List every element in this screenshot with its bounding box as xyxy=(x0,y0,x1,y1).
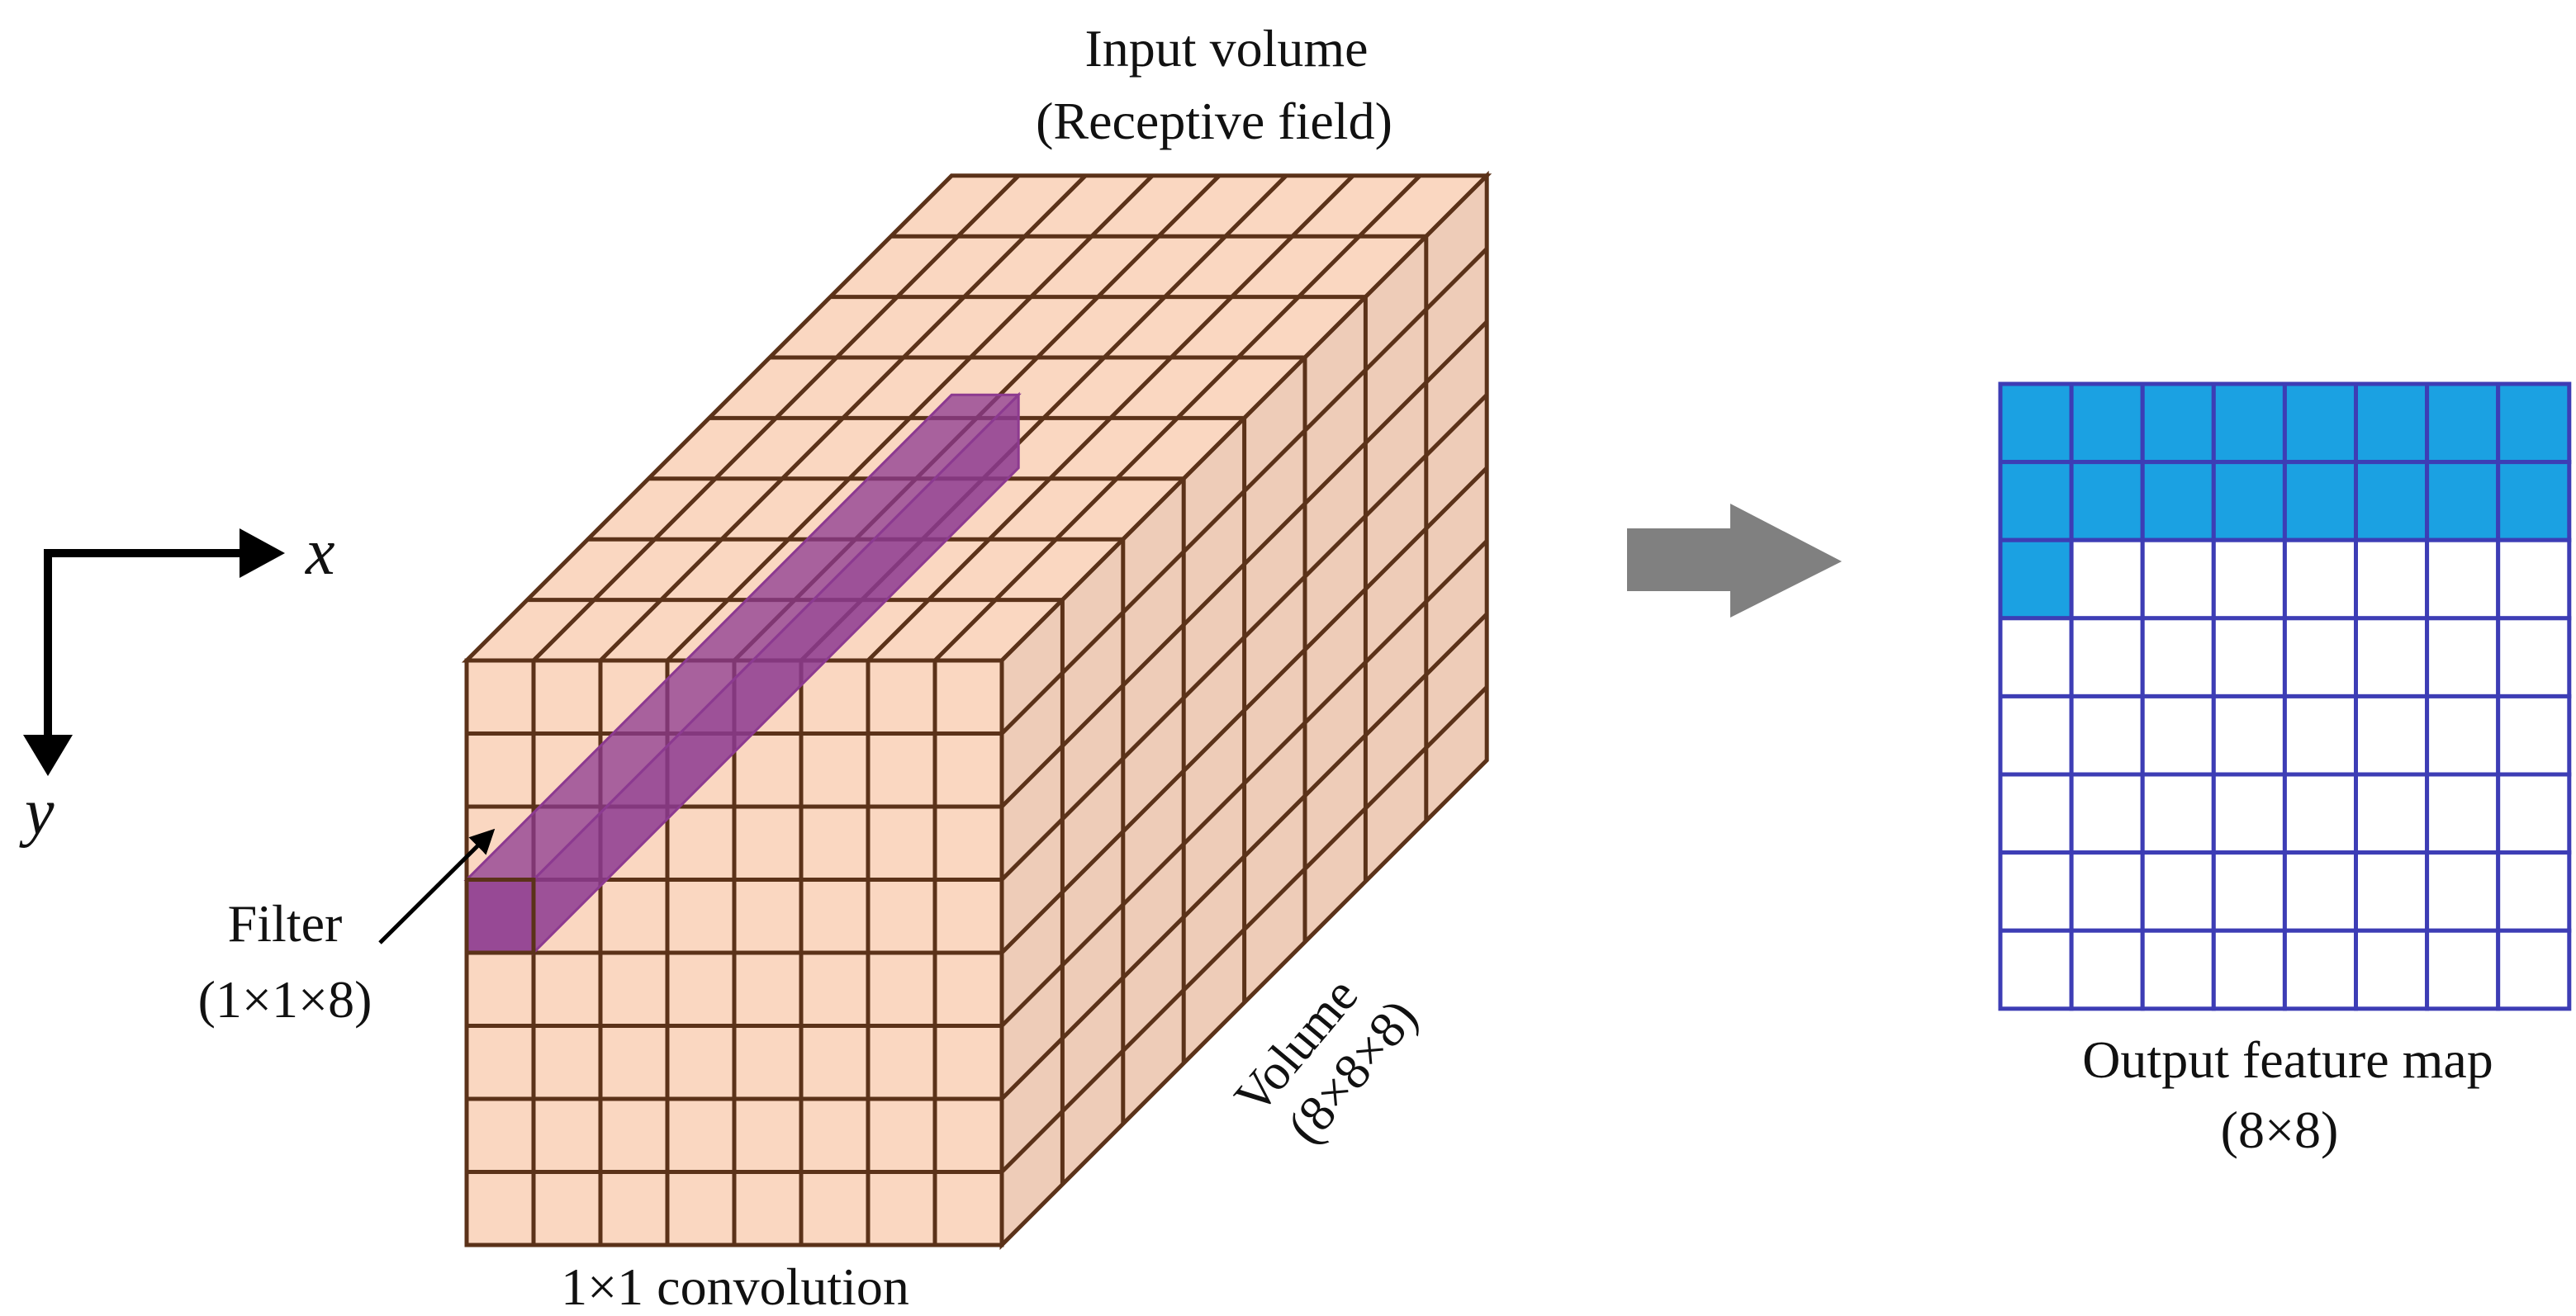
input-volume-cube xyxy=(461,170,1492,1251)
output-cell-empty xyxy=(2069,850,2145,933)
output-cell-empty xyxy=(2211,616,2287,698)
output-cell-empty xyxy=(2496,616,2572,698)
output-cell-empty xyxy=(2282,616,2358,698)
filter-size-label: (1×1×8) xyxy=(198,970,372,1029)
output-size-label: (8×8) xyxy=(2221,1101,2339,1159)
output-cell-filled xyxy=(2425,381,2501,465)
convolution-caption: 1×1 convolution xyxy=(561,1257,909,1316)
output-feature-map xyxy=(1998,381,2572,1011)
output-cell-empty xyxy=(2069,694,2145,777)
output-cell-empty xyxy=(2140,772,2216,855)
output-cell-filled xyxy=(2211,460,2287,542)
output-cell-filled xyxy=(2425,460,2501,542)
output-cell-filled xyxy=(2069,381,2145,465)
output-title: Output feature map xyxy=(2082,1030,2493,1089)
output-cell-empty xyxy=(2211,928,2287,1011)
output-cell-empty xyxy=(2425,537,2501,621)
output-cell-empty xyxy=(2282,928,2358,1011)
output-cell-empty xyxy=(2282,537,2358,621)
filter-pointer-line xyxy=(378,828,496,944)
output-cell-filled xyxy=(2140,460,2216,542)
output-cell-empty xyxy=(2425,772,2501,855)
output-cell-empty xyxy=(2425,928,2501,1011)
input-volume-subtitle: (Receptive field) xyxy=(1036,92,1392,150)
output-cell-empty xyxy=(2069,772,2145,855)
output-cell-filled xyxy=(1998,460,2074,542)
filter-label: Filter xyxy=(228,894,343,953)
output-cell-filled xyxy=(2496,381,2572,465)
output-cell-empty xyxy=(1998,850,2074,933)
output-cell-empty xyxy=(2069,616,2145,698)
output-cell-empty xyxy=(2425,694,2501,777)
output-cell-empty xyxy=(2354,772,2430,855)
output-cell-empty xyxy=(2354,928,2430,1011)
output-cell-filled xyxy=(2069,460,2145,542)
output-cell-empty xyxy=(2211,772,2287,855)
output-cell-empty xyxy=(1998,694,2074,777)
x-axis-arrowhead xyxy=(240,528,285,578)
output-cell-filled xyxy=(2282,460,2358,542)
output-cell-empty xyxy=(2211,537,2287,621)
output-cell-empty xyxy=(2140,537,2216,621)
output-cell-empty xyxy=(2496,850,2572,933)
process-arrow xyxy=(1627,504,1842,618)
output-cell-filled xyxy=(1998,381,2074,465)
output-cell-empty xyxy=(2211,694,2287,777)
output-cell-empty xyxy=(2140,850,2216,933)
output-cell-empty xyxy=(1998,928,2074,1011)
output-cell-empty xyxy=(2069,928,2145,1011)
output-cell-empty xyxy=(2496,537,2572,621)
output-cell-filled xyxy=(2140,381,2216,465)
output-cell-empty xyxy=(2282,694,2358,777)
output-cell-empty xyxy=(2496,772,2572,855)
y-axis-arrowhead xyxy=(23,735,73,776)
axes: x y xyxy=(19,516,335,849)
output-cell-filled xyxy=(2282,381,2358,465)
filter-front-cell xyxy=(464,878,536,955)
output-cell-empty xyxy=(2069,537,2145,621)
input-volume-title: Input volume xyxy=(1084,19,1368,78)
output-cell-empty xyxy=(2354,616,2430,698)
output-cell-filled xyxy=(1998,537,2074,621)
output-cell-empty xyxy=(2354,537,2430,621)
output-cell-empty xyxy=(1998,772,2074,855)
output-cell-empty xyxy=(2282,850,2358,933)
output-cell-empty xyxy=(2211,850,2287,933)
output-cell-empty xyxy=(2425,850,2501,933)
output-cell-filled xyxy=(2354,460,2430,542)
filter-pointer xyxy=(378,828,496,944)
output-cell-empty xyxy=(1998,616,2074,698)
output-cell-filled xyxy=(2354,381,2430,465)
output-cell-filled xyxy=(2496,460,2572,542)
output-cell-empty xyxy=(2140,616,2216,698)
output-cell-empty xyxy=(2140,928,2216,1011)
y-axis-label: y xyxy=(19,776,55,849)
output-cell-empty xyxy=(2496,694,2572,777)
output-cell-empty xyxy=(2354,694,2430,777)
output-cell-empty xyxy=(2496,928,2572,1011)
output-cell-filled xyxy=(2211,381,2287,465)
x-axis-label: x xyxy=(305,516,335,589)
output-cell-empty xyxy=(2354,850,2430,933)
output-cell-empty xyxy=(2425,616,2501,698)
output-cell-empty xyxy=(2140,694,2216,777)
output-cell-empty xyxy=(2282,772,2358,855)
